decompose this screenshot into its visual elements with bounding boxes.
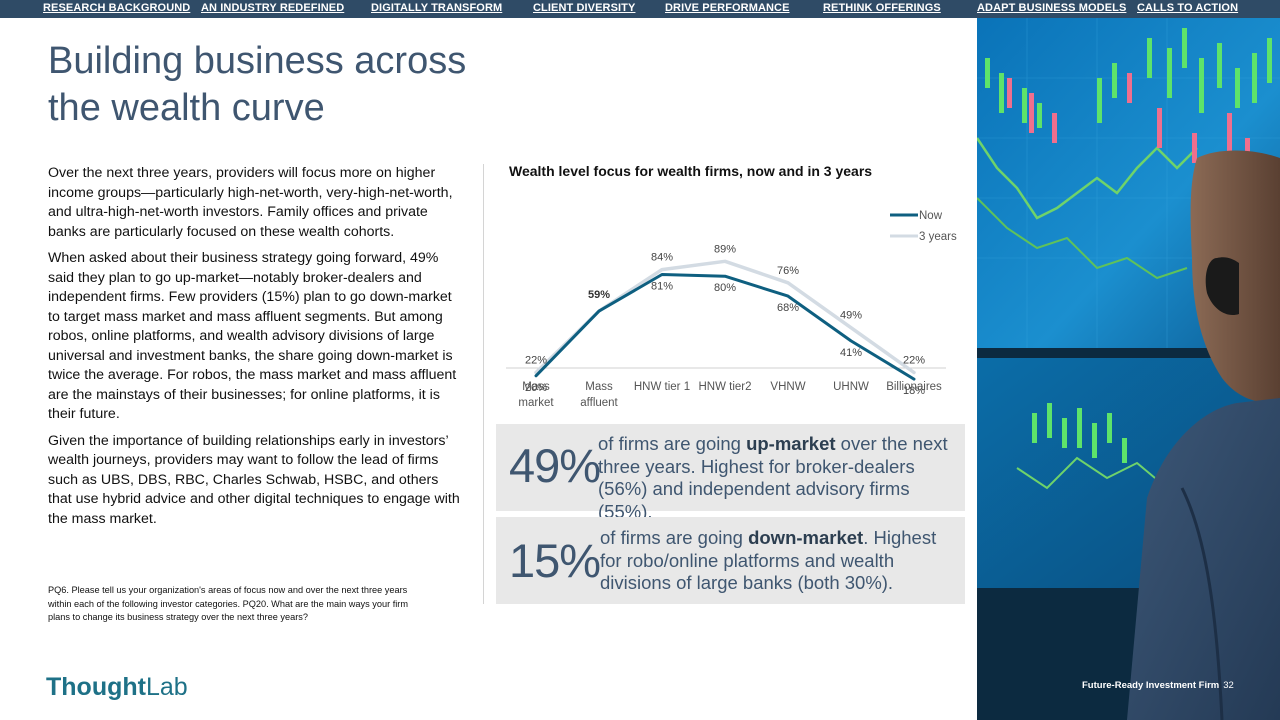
page-title-line-2: the wealth curve [48,87,325,129]
body-text: Over the next three years, providers wil… [48,164,463,536]
body-paragraph-1: Over the next three years, providers wil… [48,165,453,240]
column-divider [483,164,484,604]
nav-digitally-transform[interactable]: DIGITALLY TRANSFORM [371,2,503,14]
data-label-now: 80% [714,282,736,294]
nav-an-industry-redefined[interactable]: AN INDUSTRY REDEFINED [201,2,345,14]
wealth-focus-line-chart: 20% 22% 59% 81% 84% 80% 89% 68% 76% 41% 49% 18% 22% M… [506,210,957,409]
x-tick-label: Billionaires [886,381,942,393]
x-tick-label: Mass [522,381,550,393]
data-label-now: 18% [903,385,925,397]
stat-number: 49% [509,439,601,492]
stat-text-pre: of firms are going [600,527,749,548]
stat-description: of firms are going down-market. Highest … [600,527,945,595]
data-label-now: 81% [651,281,673,293]
stat-text-post: over the next three years. Highest for b… [598,433,948,522]
stat-description: of firms are going up-market over the ne… [598,433,958,523]
thoughtlab-logo: ThoughtLab [46,673,188,702]
stat-text-bold: down-market [748,527,864,548]
data-label-3-years: 22% [525,354,547,366]
logo-bold-part: Thought [46,673,146,701]
chart-title: Wealth level focus for wealth firms, now… [509,163,873,179]
data-label-now: 20% [525,382,547,394]
data-label-3-years: 76% [777,265,799,277]
body-paragraph-3: Given the importance of building relatio… [48,432,460,527]
x-tick-label: HNW tier2 [698,381,751,393]
x-tick-label: affluent [580,397,618,409]
stat-card-down-market: 15% of firms are going down-market. High… [496,517,965,604]
page-footer: Future-Ready Investment Firm 32 [1082,680,1234,691]
body-paragraph-2: When asked about their business strategy… [48,250,457,422]
data-label-now: 41% [840,347,862,359]
nav-adapt-business-models[interactable]: ADAPT BUSINESS MODELS [977,2,1127,14]
data-label-shared: 59% [588,289,610,301]
nav-calls-to-action[interactable]: CALLS TO ACTION [1137,2,1239,14]
x-tick-label: HNW tier 1 [634,381,690,393]
data-label-3-years: 22% [903,354,925,366]
nav-client-diversity[interactable]: CLIENT DIVERSITY [533,2,636,14]
x-tick-label: Mass [585,381,613,393]
footnote: PQ6. Please tell us your organization's … [48,585,409,622]
data-label-now: 68% [777,302,799,314]
data-label-3-years: 89% [714,243,736,255]
page-title-line-1: Building business across [48,40,467,82]
stat-text-post: . Highest for robo/online platforms and … [600,527,937,593]
legend-label-now: Now [919,210,943,222]
trader-photo [977,18,1280,720]
page-number: 32 [1223,680,1234,691]
x-tick-label: VHNW [770,381,805,393]
data-label-3-years: 84% [651,252,673,264]
trader-photo-illustration [977,18,1280,720]
nav-drive-performance[interactable]: DRIVE PERFORMANCE [665,2,790,14]
data-label-3-years: 49% [840,310,862,322]
nav-rethink-offerings[interactable]: RETHINK OFFERINGS [823,2,941,14]
stat-text-bold: up-market [746,433,836,454]
x-tick-label: market [518,397,554,409]
page-title: Building business across the wealth curv… [48,38,466,132]
logo-regular-part: Lab [145,673,188,701]
stat-text-pre: of firms are going [598,433,747,454]
series-line-now [534,273,916,381]
legend-label-3-years: 3 years [919,231,957,243]
stat-card-up-market: 49% of firms are going up-market over th… [496,424,965,522]
footer-label: Future-Ready Investment Firm [1082,680,1220,691]
x-tick-label: UHNW [833,381,869,393]
top-navigation: RESEARCH BACKGROUND AN INDUSTRY REDEFINE… [0,0,1280,18]
nav-research-background[interactable]: RESEARCH BACKGROUND [43,2,191,14]
stat-number: 15% [509,534,601,587]
